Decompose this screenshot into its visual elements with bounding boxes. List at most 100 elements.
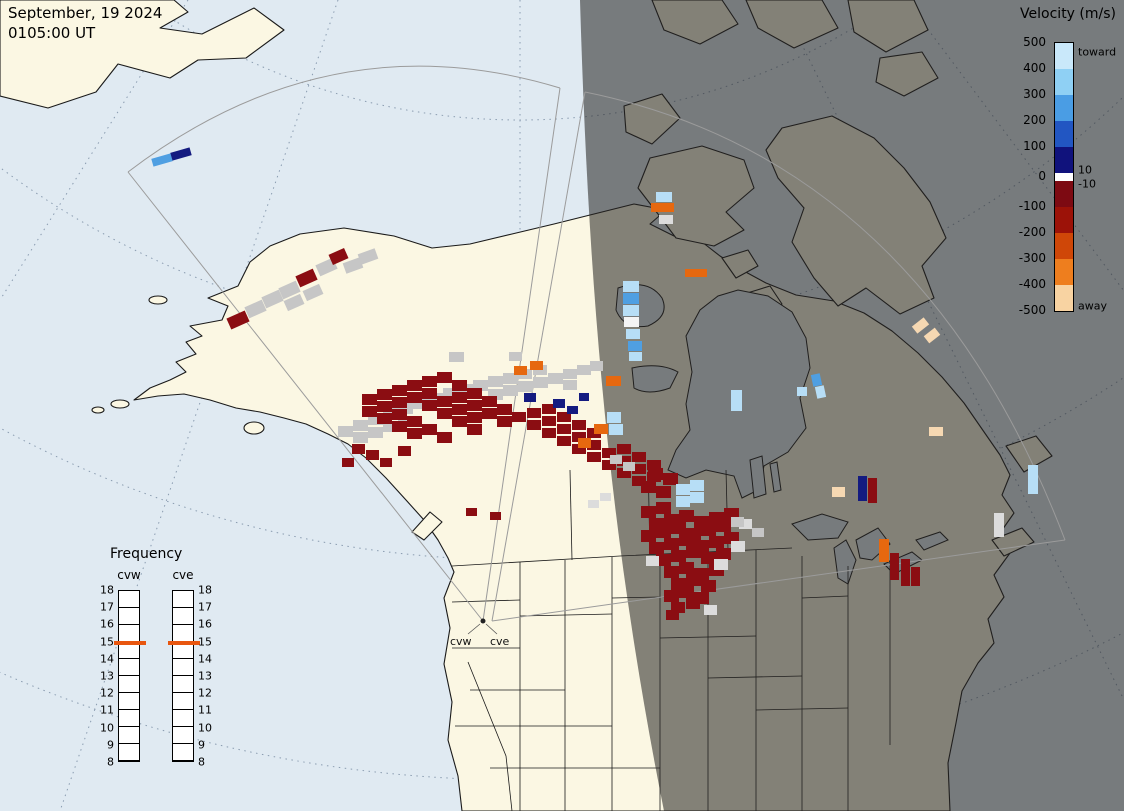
velocity-cell [362, 394, 377, 405]
velocity-cell [357, 248, 379, 265]
cvw-fov-left-edge [127, 171, 484, 622]
velocity-cell [623, 305, 639, 316]
velocity-cell [648, 468, 663, 480]
velocity-cell [407, 380, 422, 391]
velocity-cell [467, 400, 482, 411]
velocity-cell [413, 398, 428, 409]
frequency-tick-label: 8 [107, 755, 114, 769]
velocity-cell [663, 473, 678, 485]
velocity-cell [679, 562, 694, 574]
colorbar-segment [1055, 69, 1073, 95]
velocity-cell [629, 352, 642, 361]
frequency-tick-label: 12 [198, 686, 212, 700]
velocity-cell [368, 414, 383, 425]
frequency-cell [119, 710, 139, 727]
velocity-cell [731, 517, 744, 527]
velocity-cell [641, 481, 656, 493]
velocity-cell [392, 409, 407, 420]
cve-fov-outer-arc [584, 91, 1066, 541]
velocity-cell [617, 468, 631, 478]
frequency-tick-label: 17 [198, 600, 212, 614]
velocity-cell [557, 424, 571, 434]
velocity-cell [602, 448, 616, 458]
velocity-cell [392, 385, 407, 396]
velocity-cell [497, 416, 512, 427]
velocity-cell [890, 553, 899, 580]
siberia-landmass [0, 0, 285, 109]
velocity-cell [328, 248, 349, 265]
velocity-cell [656, 192, 672, 202]
radar-fov-outline [127, 65, 1066, 622]
velocity-cell [923, 327, 941, 344]
velocity-cell [607, 412, 621, 423]
velocity-cell [482, 408, 497, 419]
frequency-cell [119, 676, 139, 693]
velocity-cell [626, 329, 640, 339]
velocity-cell [797, 387, 807, 396]
colorbar-segment [1055, 233, 1073, 259]
cvw-fov-outer-arc [127, 65, 561, 173]
frequency-tick-label: 14 [100, 652, 114, 666]
frequency-tick-label: 8 [198, 755, 205, 769]
velocity-cell [679, 586, 694, 598]
vancouver-island [411, 511, 443, 541]
velocity-cell [709, 536, 724, 548]
velocity-cell [664, 538, 679, 550]
velocity-cell [671, 602, 685, 613]
velocity-tick-label: 200 [1023, 113, 1046, 127]
velocity-tick-label: 100 [1023, 139, 1046, 153]
velocity-cell [641, 506, 656, 518]
velocity-cell [151, 153, 173, 167]
cve-fov-right-edge [491, 539, 1066, 622]
velocity-tick-label: -400 [1018, 277, 1046, 291]
velocity-cell [664, 566, 679, 578]
velocity-cell [632, 452, 646, 462]
aleutian-island [110, 399, 130, 409]
velocity-cell [342, 257, 364, 274]
colorbar-segment [1055, 147, 1073, 173]
velocity-tick-label: -500 [1018, 303, 1046, 317]
velocity-cell [578, 438, 591, 448]
velocity-cell [649, 542, 664, 554]
velocity-cell [656, 526, 671, 538]
velocity-cell [588, 500, 599, 508]
radar-site-dot [480, 618, 486, 624]
velocity-cell [437, 372, 452, 383]
velocity-cell [527, 408, 541, 418]
velocity-cell [482, 396, 497, 407]
velocity-tick-label: 400 [1023, 61, 1046, 75]
frequency-ladder [114, 590, 146, 762]
velocity-cell [656, 554, 671, 566]
frequency-cell [173, 625, 193, 642]
velocity-cell [398, 403, 413, 414]
velocity-cell [302, 283, 324, 302]
frequency-ticks: 18 17 16 15 14 13 12 11 10 9 8 [198, 584, 220, 769]
velocity-cell [488, 376, 503, 387]
velocity-cell [353, 420, 368, 431]
velocity-cell [624, 317, 639, 327]
velocity-cell [542, 404, 556, 414]
velocity-cell [467, 412, 482, 423]
velocity-cell [731, 541, 745, 552]
velocity-cell [437, 396, 452, 407]
velocity-cell [527, 420, 541, 430]
frequency-cell [173, 744, 193, 761]
frequency-tick-label: 9 [107, 738, 114, 752]
velocity-cell [170, 147, 192, 161]
velocity-cell [503, 373, 518, 384]
velocity-cell [437, 432, 452, 443]
colorbar-segment [1055, 207, 1073, 233]
colorbar-segment [1055, 181, 1073, 207]
frequency-cell [119, 693, 139, 710]
velocity-colorbar [1054, 42, 1074, 312]
velocity-cell [422, 424, 437, 435]
velocity-cell [685, 269, 707, 277]
frequency-cell [119, 608, 139, 625]
date-label: September, 19 2024 [8, 4, 163, 22]
velocity-cell [579, 393, 589, 401]
velocity-legend-title: Velocity (m/s) [1020, 6, 1116, 22]
velocity-cell [686, 546, 701, 558]
frequency-cell [119, 591, 139, 608]
frequency-cell [119, 642, 139, 659]
velocity-cell [533, 377, 548, 388]
